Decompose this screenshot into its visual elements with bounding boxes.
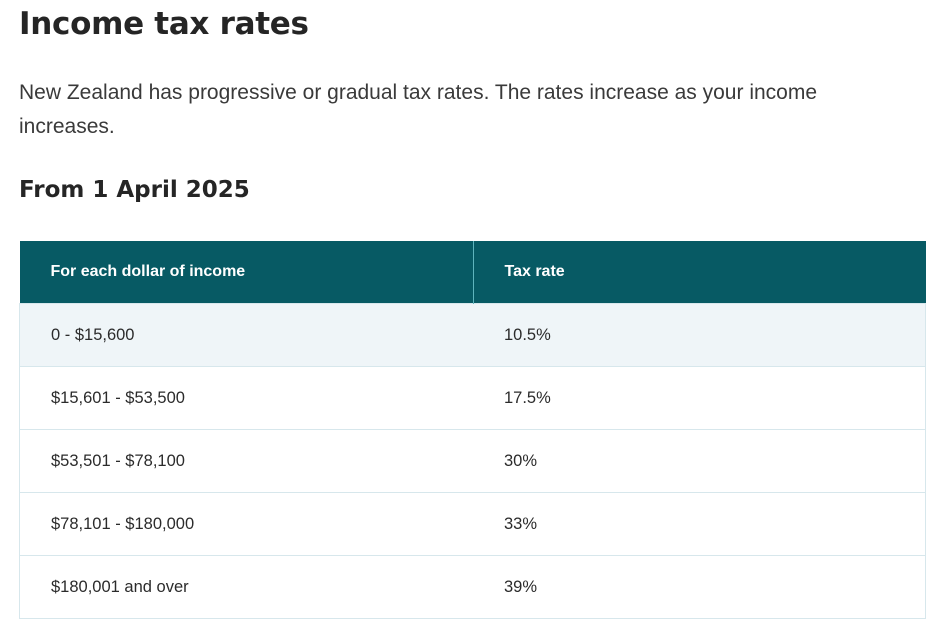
income-range-cell: 0 - $15,600 [19,303,473,367]
table-header-row: For each dollar of income Tax rate [19,241,926,304]
tax-rate-cell: 33% [473,492,926,556]
table-row: $78,101 - $180,000 33% [19,492,926,556]
section-subheading: From 1 April 2025 [19,177,250,203]
income-range-cell: $180,001 and over [19,555,473,619]
table-row: 0 - $15,600 10.5% [19,303,926,367]
page-title: Income tax rates [19,6,309,42]
tax-rate-cell: 10.5% [473,303,926,367]
table-row: $180,001 and over 39% [19,555,926,619]
income-range-cell: $78,101 - $180,000 [19,492,473,556]
income-range-cell: $53,501 - $78,100 [19,429,473,493]
column-header-income: For each dollar of income [19,241,474,304]
tax-rate-cell: 39% [473,555,926,619]
tax-rate-cell: 30% [473,429,926,493]
tax-rates-table: For each dollar of income Tax rate 0 - $… [19,241,926,619]
table-row: $15,601 - $53,500 17.5% [19,366,926,430]
income-range-cell: $15,601 - $53,500 [19,366,473,430]
column-header-tax-rate: Tax rate [504,263,565,280]
intro-paragraph: New Zealand has progressive or gradual t… [19,81,818,138]
tax-rate-cell: 17.5% [473,366,926,430]
table-row: $53,501 - $78,100 30% [19,429,926,493]
